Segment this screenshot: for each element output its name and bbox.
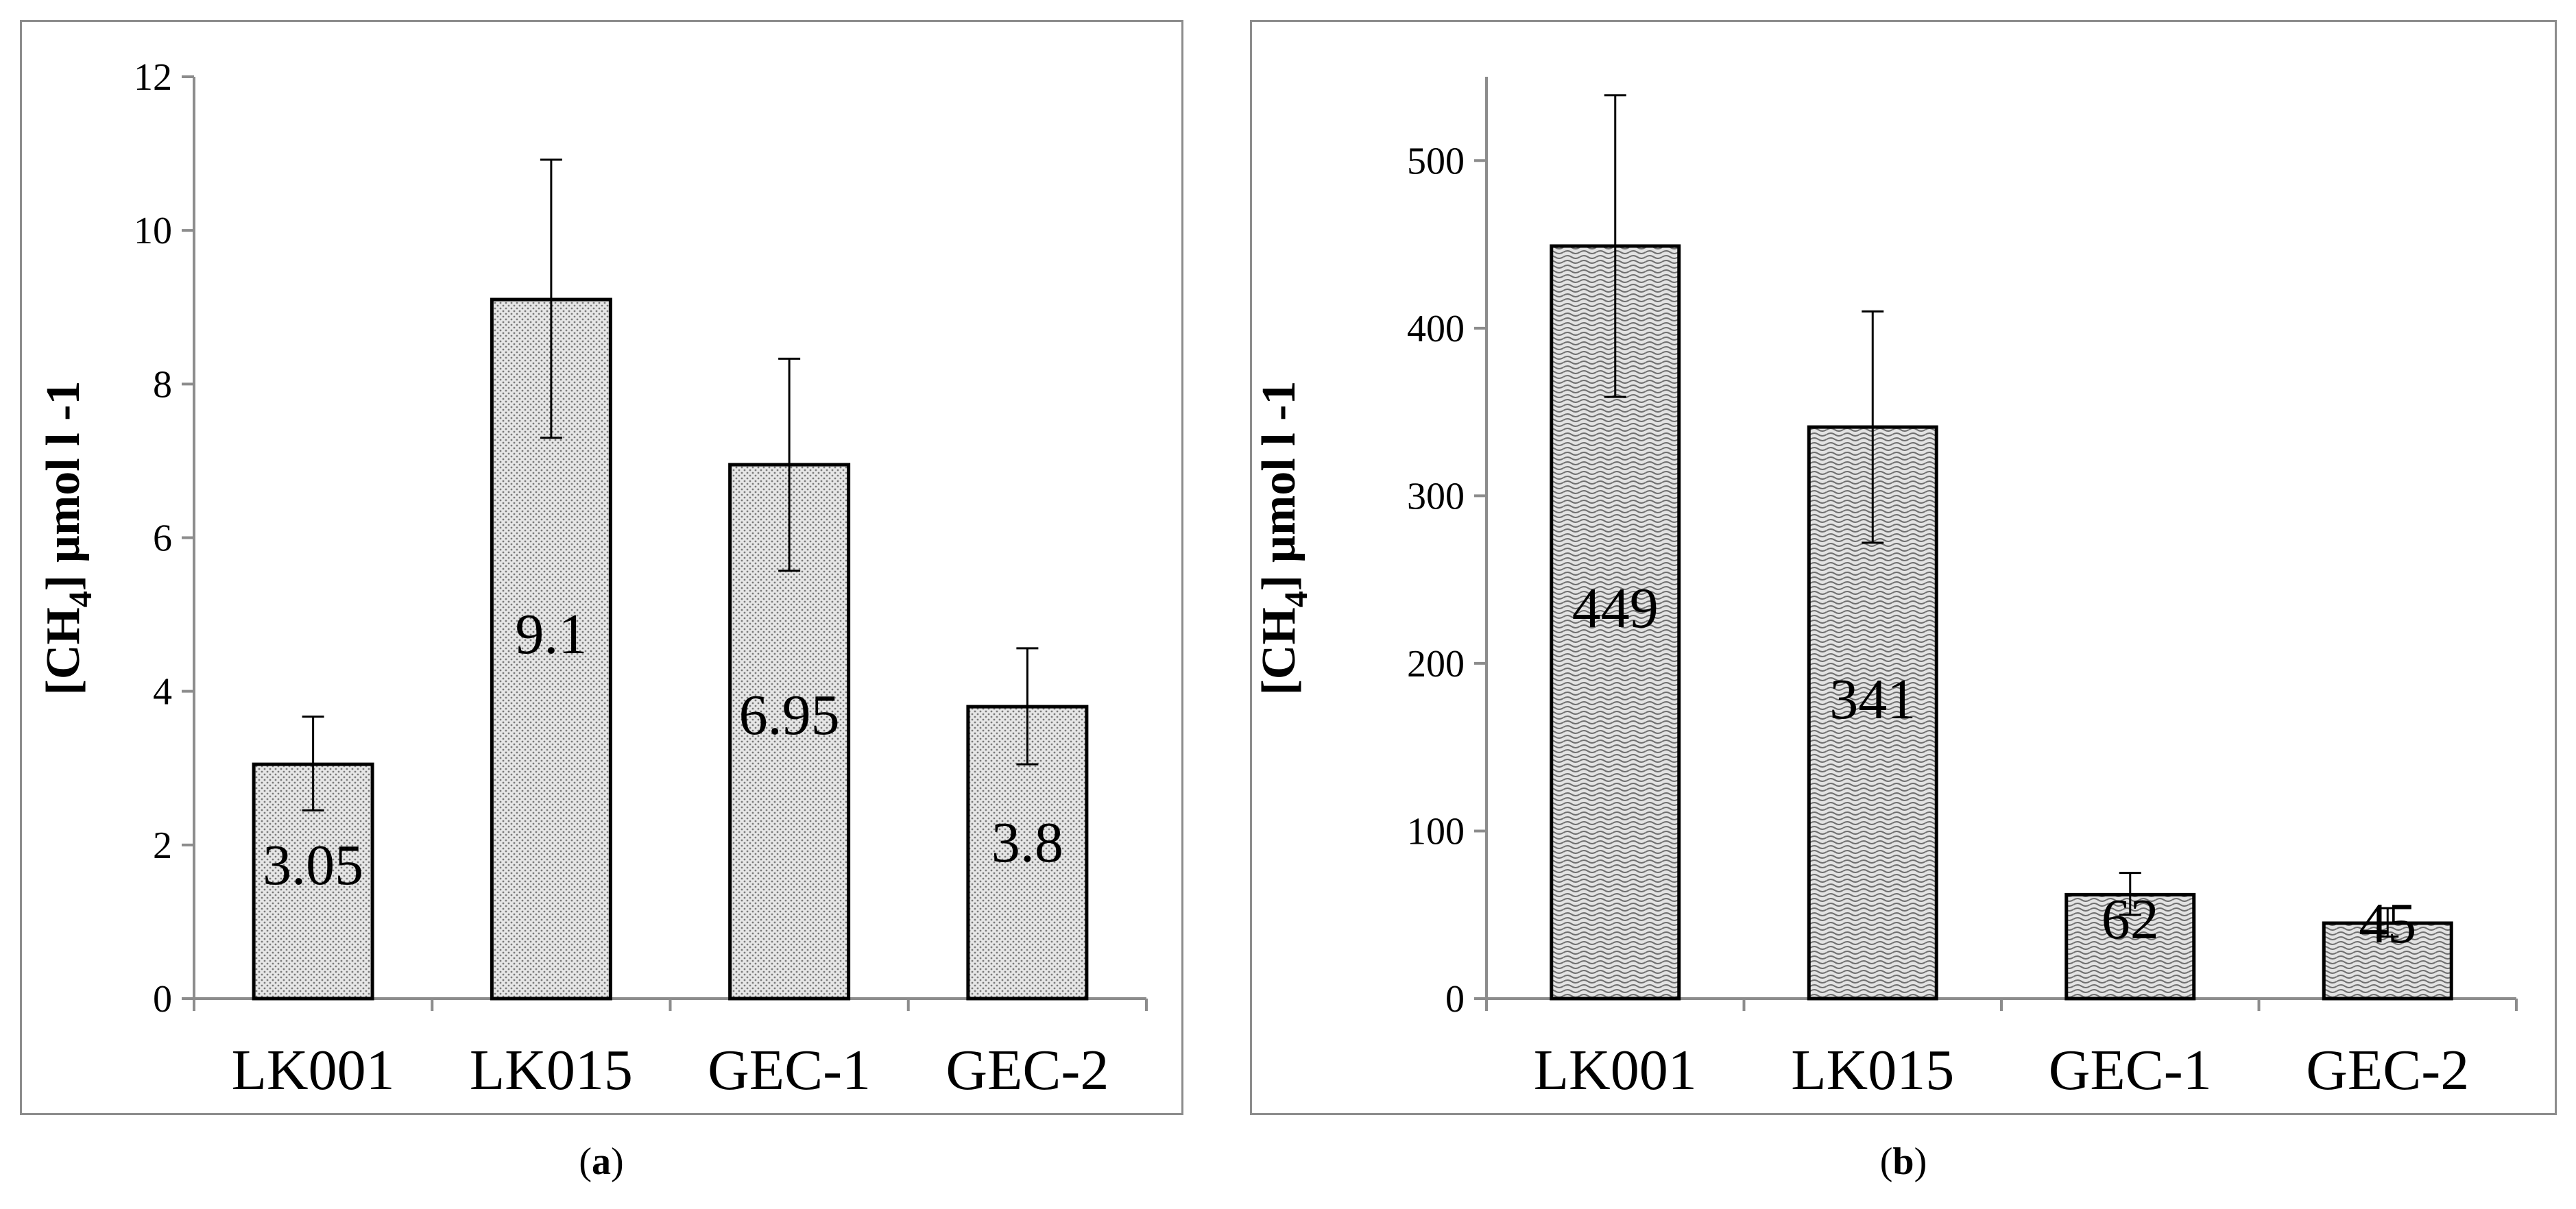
ca-category-label-lk001: LK001 xyxy=(232,1038,395,1102)
cb-y-tick-label-2: 200 xyxy=(1407,643,1465,685)
cb-category-label-lk001: LK001 xyxy=(1534,1038,1697,1102)
ca-category-label-gec-1: GEC-1 xyxy=(708,1038,871,1102)
cb-category-label-gec-2: GEC-2 xyxy=(2306,1038,2469,1102)
cb-y-axis-title-sub: 4 xyxy=(1278,591,1314,607)
ca-bar-gec-1 xyxy=(728,463,851,1001)
ca-y-tick-label-6: 12 xyxy=(134,56,172,99)
ca-value-label-gec-2: 3.8 xyxy=(991,811,1063,875)
ca-y-tick-label-4: 8 xyxy=(153,363,172,406)
cb-value-label-lk001: 449 xyxy=(1572,576,1659,640)
cb-y-tick-label-4: 400 xyxy=(1407,308,1465,350)
cb-y-tick-label-0: 0 xyxy=(1445,978,1465,1021)
ca-y-tick-label-5: 10 xyxy=(134,210,172,252)
ca-category-label-lk015: LK015 xyxy=(470,1038,633,1102)
cb-category-label-gec-1: GEC-1 xyxy=(2049,1038,2212,1102)
ca-value-label-lk015: 9.1 xyxy=(515,602,587,666)
caption-a: (a) xyxy=(579,1140,624,1183)
caption-a-letter: a xyxy=(592,1140,611,1183)
cb-value-label-gec-1: 62 xyxy=(2102,888,2159,951)
chart-b: 0 100 200 300 400 500 449 LK001 341 LK015 62 GEC-1 4… xyxy=(1253,77,2518,1102)
ca-y-axis-title: [CH4] µmol l -1 xyxy=(37,381,99,696)
cb-y-tick-label-5: 500 xyxy=(1407,140,1465,182)
cb-y-tick-label-1: 100 xyxy=(1407,810,1465,853)
ca-y-axis-title-main: [CH xyxy=(37,607,90,695)
caption-b-letter: b xyxy=(1892,1140,1914,1183)
caption-b: (b) xyxy=(1879,1140,1927,1183)
ca-y-tick-label-3: 6 xyxy=(153,517,172,560)
cb-y-axis-title-main: [CH xyxy=(1253,607,1305,695)
ca-y-tick-label-0: 0 xyxy=(153,978,172,1021)
ca-category-label-gec-2: GEC-2 xyxy=(946,1038,1109,1102)
cb-value-label-gec-2: 45 xyxy=(2359,892,2416,955)
cb-value-label-lk015: 341 xyxy=(1829,668,1916,731)
ca-y-tick-label-2: 4 xyxy=(153,671,172,713)
ca-y-tick-label-1: 2 xyxy=(153,825,172,867)
ca-value-label-lk001: 3.05 xyxy=(263,833,363,897)
cb-category-label-lk015: LK015 xyxy=(1791,1038,1954,1102)
ca-value-label-gec-1: 6.95 xyxy=(739,683,840,747)
cb-y-axis-title: [CH4] µmol l -1 xyxy=(1253,381,1314,696)
ca-y-axis-title-rest: ] µmol l -1 xyxy=(37,381,90,591)
cb-y-axis-title-rest: ] µmol l -1 xyxy=(1253,381,1305,591)
chart-a: 0 2 4 6 8 10 12 3.05 LK001 9.1 LK015 6.95 GEC-1 3.8 GE… xyxy=(37,56,1148,1102)
cb-y-tick-label-3: 300 xyxy=(1407,475,1465,517)
ca-y-axis-title-sub: 4 xyxy=(62,591,99,607)
